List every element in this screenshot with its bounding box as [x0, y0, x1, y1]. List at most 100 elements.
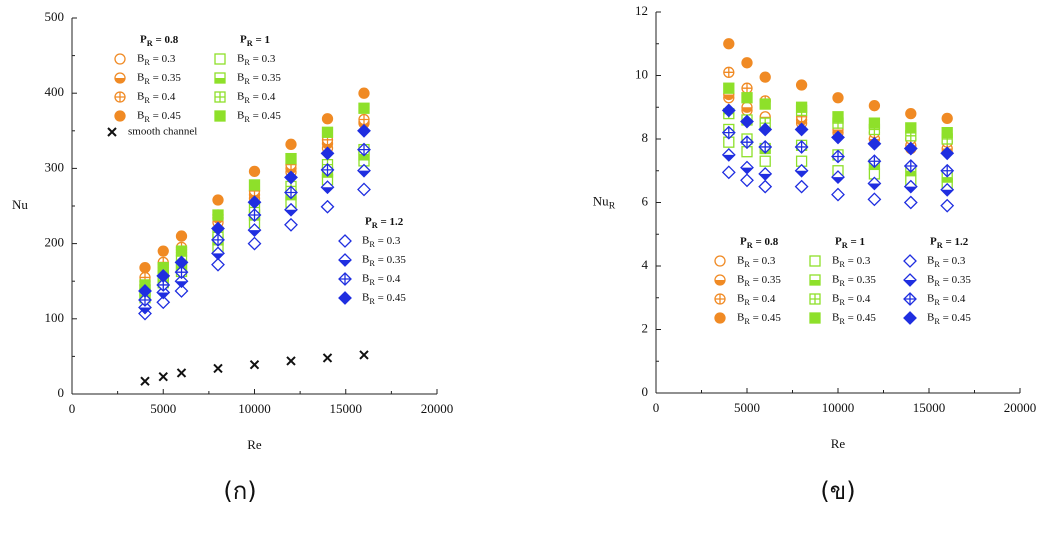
legend-marker [214, 91, 226, 103]
point [867, 154, 882, 169]
point [248, 179, 261, 191]
point [832, 111, 844, 123]
point [759, 98, 771, 110]
point [740, 135, 754, 150]
point [721, 165, 736, 180]
y-tick-label: 2 [642, 320, 649, 335]
point [359, 350, 369, 360]
legend-marker [214, 110, 226, 122]
point [357, 123, 371, 138]
legend-marker [214, 72, 226, 84]
point [758, 122, 773, 137]
y-axis-label: NuR [593, 193, 616, 211]
legend-marker [714, 293, 726, 305]
legend-label: BR = 0.35 [362, 254, 406, 268]
y-tick-label: 6 [642, 193, 649, 208]
point [740, 173, 754, 188]
point [831, 187, 845, 202]
point [940, 146, 955, 161]
point [758, 140, 773, 154]
legend-label: smooth channel [128, 126, 197, 138]
point [284, 185, 298, 200]
point [357, 163, 371, 178]
point [247, 195, 262, 210]
point [139, 262, 151, 274]
point [903, 179, 918, 194]
legend-marker [903, 273, 917, 287]
point [320, 199, 335, 214]
legend-marker [714, 274, 726, 286]
point [156, 285, 171, 300]
y-tick-label: 400 [45, 84, 65, 99]
legend-label: BR = 0.45 [927, 312, 971, 326]
point [831, 130, 845, 145]
legend-marker [338, 291, 352, 305]
point [358, 113, 370, 126]
point [321, 126, 334, 138]
point [158, 371, 168, 382]
x-tick-label: 10000 [822, 400, 855, 415]
point [138, 284, 152, 298]
point [321, 113, 334, 125]
point [903, 195, 918, 210]
legend-marker [107, 127, 117, 137]
legend-label: BR = 0.4 [362, 273, 401, 287]
point [212, 209, 224, 221]
y-tick-label: 10 [635, 66, 648, 81]
legend-marker [903, 254, 917, 268]
legend-label: BR = 0.4 [832, 293, 871, 307]
point [320, 180, 335, 195]
legend-label: BR = 0.3 [137, 53, 176, 67]
point [905, 122, 917, 134]
legend-label: BR = 0.35 [237, 72, 281, 86]
y-tick-label: 8 [642, 130, 649, 145]
legend-label: BR = 0.3 [927, 255, 966, 269]
point [211, 232, 225, 247]
x-tick-label: 0 [653, 400, 660, 415]
y-tick-label: 12 [635, 3, 648, 18]
legend-group-title: PR = 0.8 [140, 34, 179, 48]
point [156, 269, 171, 283]
point [941, 127, 953, 139]
point [285, 152, 297, 165]
point [211, 257, 225, 272]
legend-label: BR = 0.45 [137, 110, 181, 124]
legend-marker [714, 312, 726, 324]
legend-marker [114, 53, 126, 65]
point [284, 202, 298, 217]
legend-label: BR = 0.45 [737, 312, 781, 326]
point [941, 112, 953, 125]
y-tick-label: 500 [45, 9, 65, 24]
point [140, 376, 150, 386]
point [285, 138, 297, 150]
caption: (ก) [223, 477, 256, 505]
point [940, 198, 955, 213]
x-axis-label: Re [247, 437, 262, 452]
x-tick-label: 10000 [238, 401, 271, 416]
y-tick-label: 100 [45, 310, 65, 325]
point [795, 101, 808, 113]
legend-label: BR = 0.4 [737, 293, 776, 307]
legend-group-title: PR = 1.2 [930, 236, 969, 250]
point [794, 163, 809, 178]
point [867, 136, 882, 151]
x-tick-label: 5000 [734, 400, 760, 415]
point [867, 192, 882, 207]
legend-label: BR = 0.35 [737, 274, 781, 288]
y-tick-label: 200 [45, 235, 65, 250]
point [138, 300, 152, 315]
point [741, 101, 753, 113]
point [868, 100, 881, 112]
point [741, 82, 753, 94]
legend-group-title: PR = 1 [835, 236, 865, 250]
point [211, 221, 225, 236]
point [358, 87, 370, 99]
x-tick-label: 5000 [150, 401, 176, 416]
point [320, 146, 335, 161]
point [721, 125, 736, 140]
point [741, 92, 753, 104]
point [940, 163, 955, 178]
legend-label: BR = 0.3 [832, 255, 871, 269]
legend-label: BR = 0.35 [137, 72, 181, 86]
y-tick-label: 0 [642, 384, 649, 399]
